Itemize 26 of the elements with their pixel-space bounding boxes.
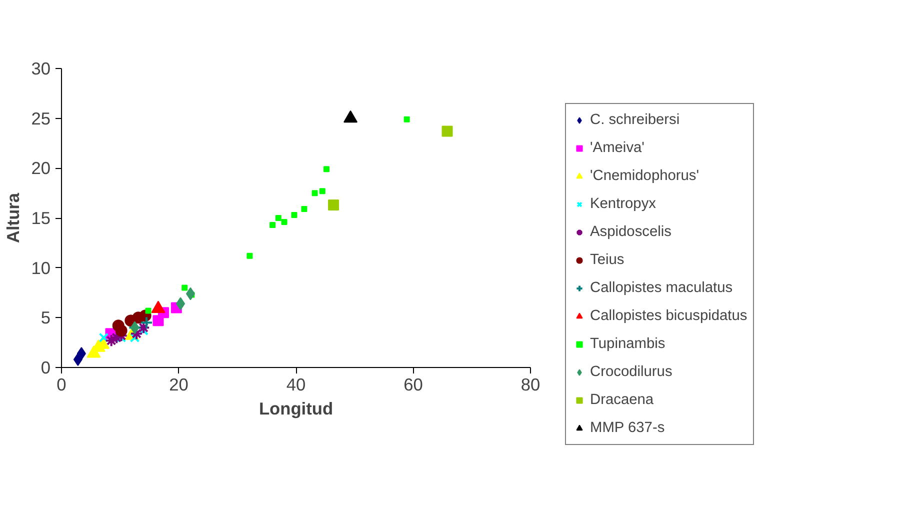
- legend-label: Aspidoscelis: [590, 224, 672, 240]
- y-tick-label: 30: [31, 58, 51, 78]
- y-tick-label: 10: [31, 258, 51, 278]
- x-axis-title: Longitud: [258, 398, 334, 418]
- legend-label: Dracaena: [590, 392, 654, 408]
- x-tick-label: 80: [520, 374, 540, 394]
- legend-label: Callopistes maculatus: [590, 280, 733, 296]
- legend-label: 'Ameiva': [590, 140, 644, 156]
- y-tick-label: 0: [40, 358, 51, 378]
- y-axis-title: Altura: [3, 192, 24, 244]
- y-tick-label: 5: [40, 308, 51, 328]
- legend-label: Teius: [590, 252, 624, 268]
- legend-label: 'Cnemidophorus': [590, 168, 700, 184]
- x-tick-label: 0: [56, 374, 66, 394]
- x-tick-label: 60: [404, 374, 423, 394]
- x-tick-label: 20: [169, 374, 188, 394]
- x-tick-label: 40: [286, 374, 306, 394]
- y-tick-label: 20: [31, 158, 51, 178]
- y-tick-label: 25: [31, 108, 51, 128]
- y-tick-label: 15: [31, 208, 51, 228]
- legend-label: Callopistes bicuspidatus: [590, 308, 748, 324]
- legend-label: Kentropyx: [590, 196, 656, 212]
- legend-label: MMP 637-s: [590, 420, 665, 436]
- legend-label: Tupinambis: [590, 336, 666, 352]
- legend-label: C. schreibersi: [590, 112, 680, 128]
- legend-label: Crocodilurus: [590, 364, 672, 380]
